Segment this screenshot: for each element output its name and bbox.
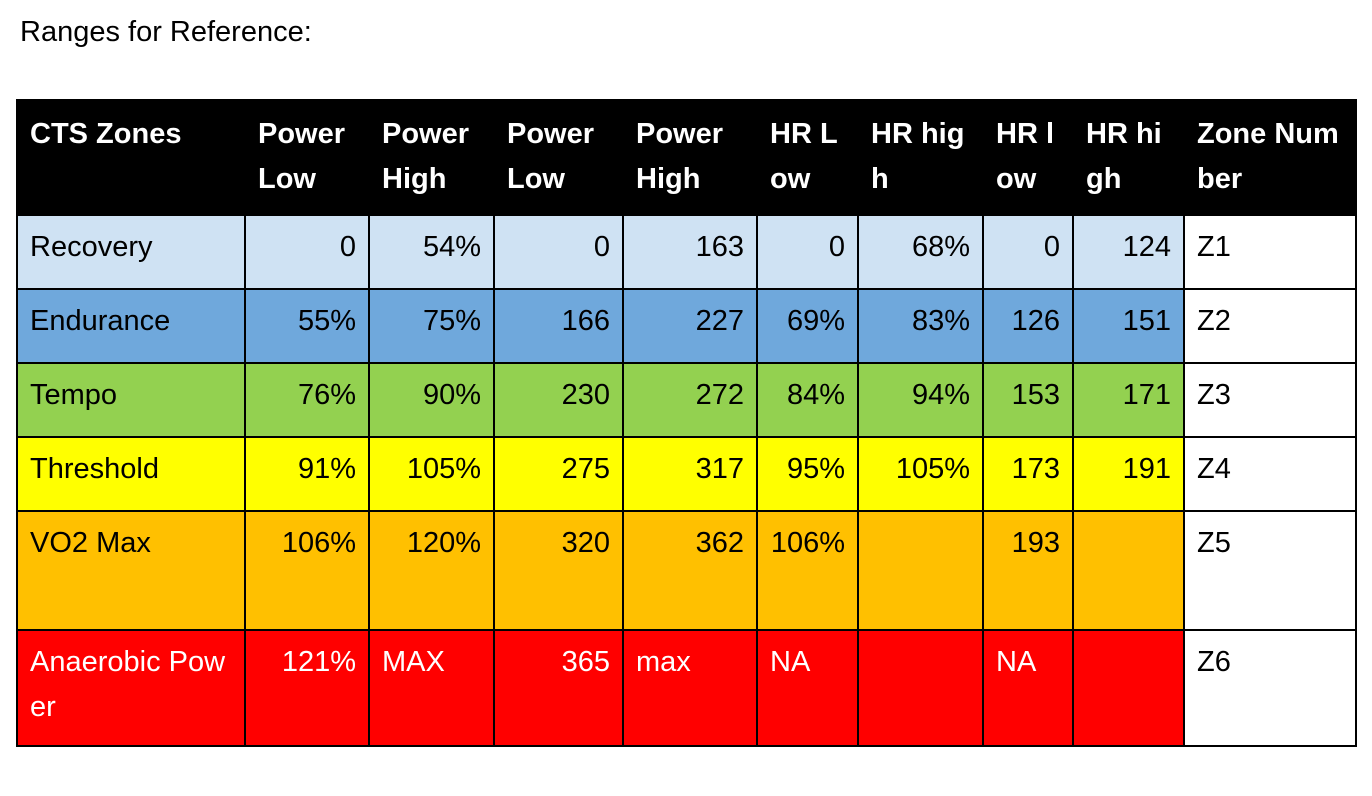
table-cell: max — [622, 629, 758, 747]
table-cell: 163 — [622, 214, 758, 290]
table-row: VO2 Max 106% 120% 320 362 106% 193 Z5 — [16, 510, 1357, 631]
table-cell: 275 — [493, 436, 624, 512]
table-cell: 95% — [756, 436, 859, 512]
table-cell — [857, 510, 984, 631]
table-cell: 0 — [493, 214, 624, 290]
table-row: Anaerobic Power 121% MAX 365 max NA NA Z… — [16, 629, 1357, 747]
zone-name-cell: VO2 Max — [16, 510, 246, 631]
table-cell: 68% — [857, 214, 984, 290]
zone-name-cell: Endurance — [16, 288, 246, 364]
zone-name-cell: Threshold — [16, 436, 246, 512]
column-header: HR Low — [756, 99, 859, 216]
table-cell: 106% — [244, 510, 370, 631]
table-cell: 105% — [368, 436, 495, 512]
table-cell: 227 — [622, 288, 758, 364]
table-cell: 193 — [982, 510, 1074, 631]
column-header: HR low — [982, 99, 1074, 216]
table-cell — [857, 629, 984, 747]
table-cell: 272 — [622, 362, 758, 438]
zone-number-cell: Z1 — [1183, 214, 1357, 290]
table-header-row: CTS Zones Power Low Power High Power Low… — [16, 99, 1357, 216]
table-cell: NA — [756, 629, 859, 747]
column-header: HR high — [857, 99, 984, 216]
zone-name-cell: Anaerobic Power — [16, 629, 246, 747]
table-cell: 120% — [368, 510, 495, 631]
column-header: Power High — [622, 99, 758, 216]
table-cell: 83% — [857, 288, 984, 364]
zone-number-cell: Z2 — [1183, 288, 1357, 364]
table-cell: MAX — [368, 629, 495, 747]
table-cell: 69% — [756, 288, 859, 364]
table-row: Recovery 0 54% 0 163 0 68% 0 124 Z1 — [16, 214, 1357, 290]
table-cell: 106% — [756, 510, 859, 631]
table-cell: 84% — [756, 362, 859, 438]
table-cell: 126 — [982, 288, 1074, 364]
table-cell: 153 — [982, 362, 1074, 438]
table-cell: 365 — [493, 629, 624, 747]
table-cell: 75% — [368, 288, 495, 364]
zone-name-cell: Recovery — [16, 214, 246, 290]
table-cell: 320 — [493, 510, 624, 631]
table-cell: NA — [982, 629, 1074, 747]
table-cell: 151 — [1072, 288, 1185, 364]
table-cell: 0 — [244, 214, 370, 290]
table-row: Endurance 55% 75% 166 227 69% 83% 126 15… — [16, 288, 1357, 364]
table-row: Threshold 91% 105% 275 317 95% 105% 173 … — [16, 436, 1357, 512]
column-header: Power High — [368, 99, 495, 216]
zone-name-cell: Tempo — [16, 362, 246, 438]
table-cell: 55% — [244, 288, 370, 364]
table-cell: 105% — [857, 436, 984, 512]
table-cell: 54% — [368, 214, 495, 290]
table-cell: 91% — [244, 436, 370, 512]
column-header: HR high — [1072, 99, 1185, 216]
zone-number-cell: Z6 — [1183, 629, 1357, 747]
table-cell: 76% — [244, 362, 370, 438]
table-cell: 230 — [493, 362, 624, 438]
table-cell — [1072, 629, 1185, 747]
table-cell: 191 — [1072, 436, 1185, 512]
column-header: Power Low — [493, 99, 624, 216]
table-cell — [1072, 510, 1185, 631]
zone-number-cell: Z5 — [1183, 510, 1357, 631]
table-cell: 121% — [244, 629, 370, 747]
table-row: Tempo 76% 90% 230 272 84% 94% 153 171 Z3 — [16, 362, 1357, 438]
page-heading: Ranges for Reference: — [20, 16, 312, 48]
cts-zones-table: CTS Zones Power Low Power High Power Low… — [16, 99, 1357, 747]
table-cell: 90% — [368, 362, 495, 438]
column-header: Zone Number — [1183, 99, 1357, 216]
table-cell: 124 — [1072, 214, 1185, 290]
column-header: CTS Zones — [16, 99, 246, 216]
table-cell: 362 — [622, 510, 758, 631]
table-cell: 166 — [493, 288, 624, 364]
table-cell: 173 — [982, 436, 1074, 512]
table-cell: 94% — [857, 362, 984, 438]
column-header: Power Low — [244, 99, 370, 216]
table-cell: 317 — [622, 436, 758, 512]
table-cell: 0 — [756, 214, 859, 290]
zone-number-cell: Z4 — [1183, 436, 1357, 512]
table-cell: 0 — [982, 214, 1074, 290]
zone-number-cell: Z3 — [1183, 362, 1357, 438]
table-cell: 171 — [1072, 362, 1185, 438]
